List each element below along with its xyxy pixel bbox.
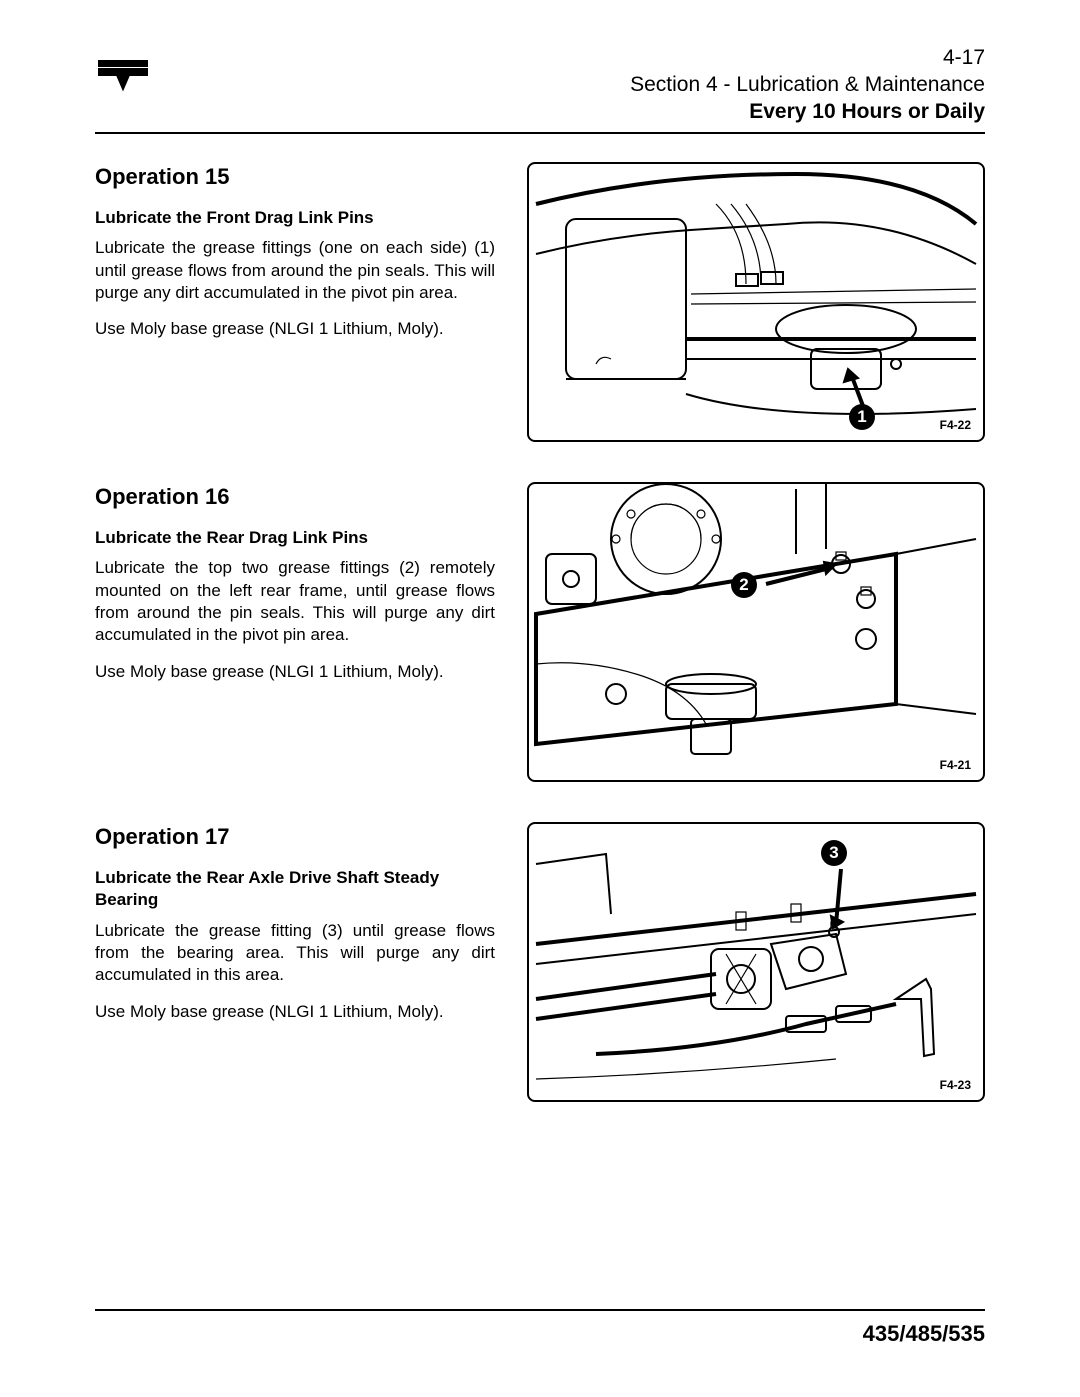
operation-subtitle: Lubricate the Rear Axle Drive Shaft Stea… — [95, 867, 495, 912]
operation-title: Operation 15 — [95, 162, 495, 191]
page-header: 4-17 Section 4 - Lubrication & Maintenan… — [95, 45, 985, 134]
maintenance-frequency: Every 10 Hours or Daily — [630, 99, 985, 126]
operation-row-15: Operation 15 Lubricate the Front Drag Li… — [95, 162, 985, 442]
header-text-block: 4-17 Section 4 - Lubrication & Maintenan… — [630, 45, 985, 126]
operation-subtitle: Lubricate the Front Drag Link Pins — [95, 207, 495, 229]
model-numbers: 435/485/535 — [863, 1321, 985, 1346]
callout-badge-1: 1 — [849, 404, 875, 430]
page-number: 4-17 — [630, 45, 985, 72]
callout-badge-2: 2 — [731, 572, 757, 598]
operation-title: Operation 17 — [95, 822, 495, 851]
operation-paragraph: Use Moly base grease (NLGI 1 Lithium, Mo… — [95, 318, 495, 340]
operation-row-17: Operation 17 Lubricate the Rear Axle Dri… — [95, 822, 985, 1102]
brand-logo-icon — [95, 51, 151, 95]
figure-f4-23: 3 F4-23 — [527, 822, 985, 1102]
operation-paragraph: Lubricate the grease fitting (3) until g… — [95, 920, 495, 987]
operation-paragraph: Lubricate the top two grease fittings (2… — [95, 557, 495, 647]
operation-title: Operation 16 — [95, 482, 495, 511]
figure-f4-22: 1 F4-22 — [527, 162, 985, 442]
figure-column: 1 F4-22 — [527, 162, 985, 442]
page-footer: 435/485/535 — [95, 1309, 985, 1347]
operation-text-16: Operation 16 Lubricate the Rear Drag Lin… — [95, 482, 495, 782]
operation-text-15: Operation 15 Lubricate the Front Drag Li… — [95, 162, 495, 442]
operation-row-16: Operation 16 Lubricate the Rear Drag Lin… — [95, 482, 985, 782]
section-title: Section 4 - Lubrication & Maintenance — [630, 72, 985, 99]
figure-label: F4-21 — [938, 758, 973, 772]
callout-badge-3: 3 — [821, 840, 847, 866]
figure-column: 2 F4-21 — [527, 482, 985, 782]
figure-column: 3 F4-23 — [527, 822, 985, 1102]
operation-paragraph: Use Moly base grease (NLGI 1 Lithium, Mo… — [95, 1001, 495, 1023]
figure-label: F4-23 — [938, 1078, 973, 1092]
operation-text-17: Operation 17 Lubricate the Rear Axle Dri… — [95, 822, 495, 1102]
operation-paragraph: Lubricate the grease fittings (one on ea… — [95, 237, 495, 304]
operation-paragraph: Use Moly base grease (NLGI 1 Lithium, Mo… — [95, 661, 495, 683]
operation-subtitle: Lubricate the Rear Drag Link Pins — [95, 527, 495, 549]
figure-label: F4-22 — [938, 418, 973, 432]
figure-f4-21: 2 F4-21 — [527, 482, 985, 782]
